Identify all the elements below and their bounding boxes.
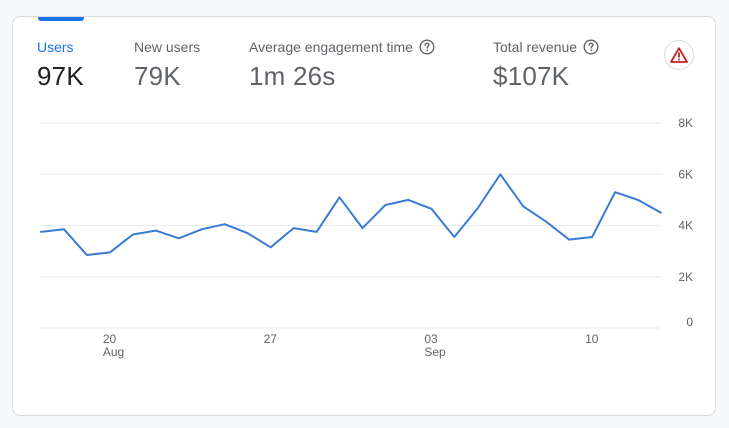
metric-label-new-users: New users	[134, 39, 201, 55]
metric-label-total-revenue: Total revenue	[493, 39, 578, 55]
metric-label-total-revenue-row: Total revenue	[493, 39, 599, 55]
chart-y-axis: 0 2K 4K 6K 8K	[678, 116, 693, 329]
x-tick-label: 10	[585, 332, 599, 346]
data-point[interactable]	[58, 223, 70, 235]
help-circle-icon[interactable]	[419, 39, 435, 55]
chart-series	[35, 168, 667, 261]
y-tick-label: 2K	[678, 270, 693, 284]
users-overview-card: Users 97K New users 79K Average engageme…	[12, 16, 716, 416]
metric-tab-new-users[interactable]: New users 79K	[134, 39, 200, 92]
warning-button[interactable]	[664, 40, 694, 70]
metric-tab-total-revenue[interactable]: Total revenue $107K	[493, 39, 599, 92]
data-point[interactable]	[219, 218, 231, 230]
x-tick-month-label: Aug	[103, 345, 124, 359]
data-point[interactable]	[402, 194, 414, 206]
data-point[interactable]	[448, 231, 460, 243]
x-tick-label: 27	[264, 332, 278, 346]
data-point[interactable]	[311, 226, 323, 238]
data-point[interactable]	[632, 194, 644, 206]
active-tab-indicator	[38, 17, 84, 21]
metric-value-total-revenue: $107K	[493, 61, 570, 91]
metric-value-new-users: 79K	[134, 61, 181, 91]
data-point[interactable]	[356, 222, 368, 234]
data-point[interactable]	[655, 207, 667, 219]
users-series-line	[40, 173, 662, 256]
metric-value-users: 97K	[37, 61, 84, 91]
x-tick-label: 20	[103, 332, 117, 346]
metric-label-avg-engagement: Average engagement time	[249, 39, 413, 55]
y-tick-label: 0	[686, 315, 693, 329]
data-point[interactable]	[104, 246, 116, 258]
data-point[interactable]	[288, 222, 300, 234]
data-point[interactable]	[425, 203, 437, 215]
metric-label-users: Users	[37, 39, 74, 55]
metric-label-avg-engagement-row: Average engagement time	[249, 39, 435, 55]
data-point[interactable]	[35, 226, 47, 238]
data-point[interactable]	[173, 232, 185, 244]
data-point[interactable]	[540, 216, 552, 228]
data-point[interactable]	[242, 227, 254, 239]
y-tick-label: 4K	[678, 219, 693, 233]
data-point[interactable]	[196, 223, 208, 235]
data-point[interactable]	[379, 199, 391, 211]
data-point[interactable]	[563, 234, 575, 246]
data-point[interactable]	[517, 200, 529, 212]
metric-tab-avg-engagement[interactable]: Average engagement time 1m 26s	[249, 39, 435, 92]
data-point[interactable]	[127, 228, 139, 240]
data-point[interactable]	[471, 203, 483, 215]
help-circle-icon[interactable]	[583, 39, 599, 55]
data-point[interactable]	[586, 231, 598, 243]
warning-triangle-icon	[670, 47, 688, 63]
x-tick-label: 03	[424, 332, 438, 346]
data-point[interactable]	[265, 241, 277, 253]
data-point[interactable]	[81, 249, 93, 261]
data-point[interactable]	[150, 225, 162, 237]
y-tick-label: 6K	[678, 167, 693, 181]
metric-value-avg-engagement: 1m 26s	[249, 61, 336, 91]
chart-gridlines	[41, 122, 661, 329]
data-point[interactable]	[494, 168, 506, 180]
x-tick-month-label: Sep	[424, 345, 446, 359]
data-point[interactable]	[334, 191, 346, 203]
metric-tab-users[interactable]: Users 97K	[37, 39, 84, 92]
y-tick-label: 8K	[678, 116, 693, 130]
data-point[interactable]	[609, 186, 621, 198]
